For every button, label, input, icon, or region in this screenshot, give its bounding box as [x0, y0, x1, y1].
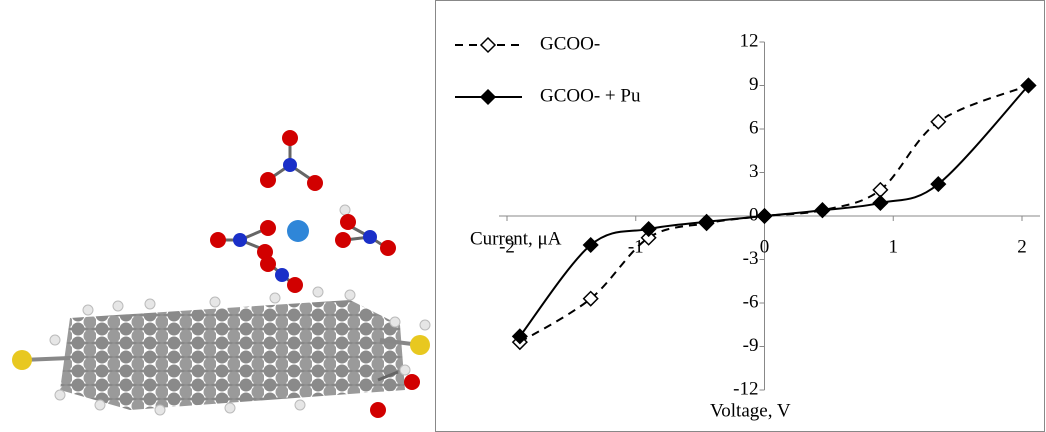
sulfur: [410, 335, 430, 355]
legend-marker: [481, 90, 495, 104]
figure: -12-9-6-3036912-2-1012Current, μAVoltage…: [0, 0, 1046, 432]
molecule: [12, 130, 430, 418]
x-tick-label: 0: [760, 236, 770, 257]
data-point: [758, 209, 772, 223]
y-tick-label: 12: [740, 30, 759, 51]
data-point: [873, 196, 887, 210]
x-axis-title: Voltage, V: [710, 400, 791, 421]
y-tick-label: 6: [749, 117, 759, 138]
plutonium: [287, 220, 309, 242]
graphene-sheet: [60, 300, 405, 410]
y-tick-label: -12: [733, 378, 758, 399]
x-tick-label: 2: [1017, 236, 1027, 257]
legend-label: GCOO-: [540, 33, 600, 54]
y-tick-label: 0: [749, 204, 759, 225]
y-tick-label: 3: [749, 161, 759, 182]
y-tick-label: -6: [743, 291, 759, 312]
y-tick-label: 9: [749, 74, 759, 95]
sulfur: [12, 350, 32, 370]
legend-marker: [481, 38, 495, 52]
data-point: [815, 203, 829, 217]
y-tick-label: -9: [743, 335, 759, 356]
x-tick-label: 1: [889, 236, 899, 257]
data-point: [931, 115, 945, 129]
y-tick-label: -3: [743, 248, 759, 269]
data-point: [700, 215, 714, 229]
y-axis-title: Current, μA: [470, 228, 562, 249]
legend-label: GCOO- + Pu: [540, 85, 641, 106]
series-line: [520, 86, 1029, 343]
